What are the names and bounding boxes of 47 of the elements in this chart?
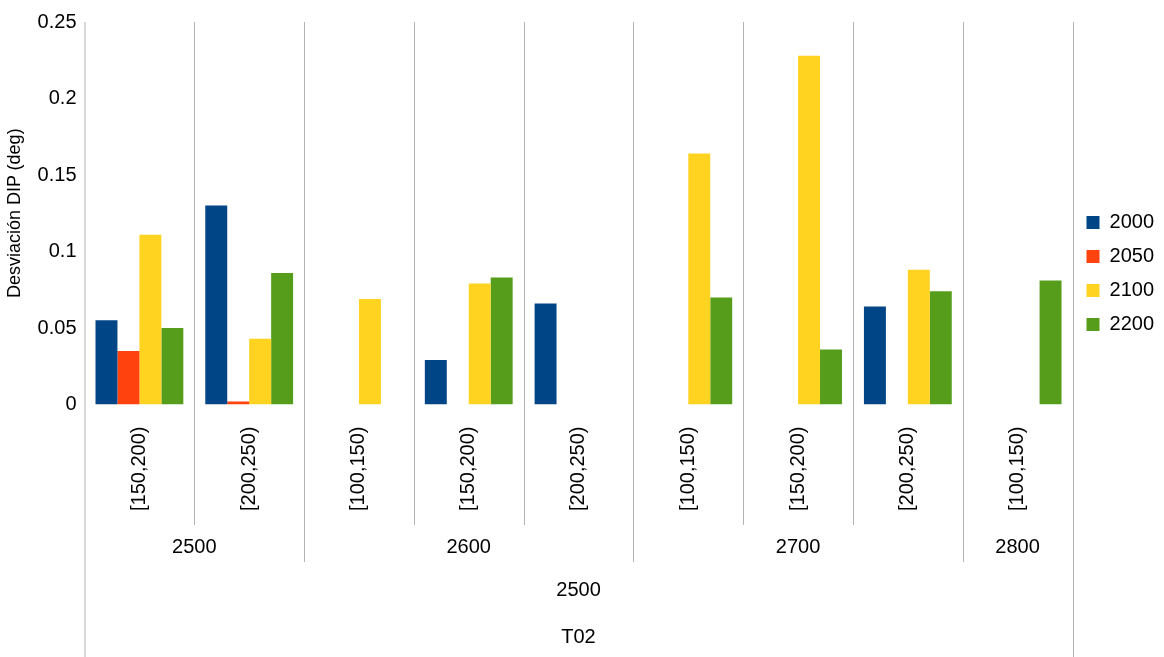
legend-label: 2000	[1109, 210, 1155, 233]
legend-label: 2200	[1109, 312, 1155, 335]
bar	[424, 360, 447, 405]
bar	[534, 303, 557, 405]
y-tick-label: 0.05	[37, 315, 77, 338]
y-tick-label: 0.1	[48, 239, 77, 262]
bar	[227, 401, 250, 405]
bar	[907, 269, 930, 405]
text: 2600	[446, 535, 491, 558]
bar	[205, 205, 228, 405]
bar	[1039, 280, 1062, 405]
x-tick-label: [200,250)	[895, 426, 918, 511]
bar	[271, 272, 294, 405]
bar	[820, 349, 842, 405]
x-tick-label: [100,150)	[346, 426, 369, 511]
x-tick-label: [150,200)	[126, 426, 149, 511]
x-tick-label: [150,200)	[785, 426, 808, 511]
bar	[161, 327, 184, 405]
text: 2800	[995, 535, 1040, 558]
x-tick-label: [150,200)	[456, 426, 479, 511]
bar	[139, 234, 162, 405]
y-tick-label: 0.25	[37, 9, 77, 32]
bar	[249, 338, 272, 405]
text: T02	[561, 625, 596, 648]
x-tick-label: [100,150)	[675, 426, 698, 511]
legend-label: 2050	[1109, 244, 1155, 267]
text: 2500	[556, 577, 601, 600]
bar	[468, 283, 491, 405]
bar	[117, 350, 140, 405]
x-tick-label: [200,250)	[236, 426, 259, 511]
text: 2700	[775, 535, 821, 558]
y-axis-title: Desviación DIP (deg)	[3, 128, 24, 299]
y-tick-label: 0	[65, 392, 77, 414]
bar	[929, 291, 952, 405]
bar	[358, 298, 381, 405]
text: 2500	[172, 535, 217, 558]
y-tick-label: 0.2	[48, 86, 77, 109]
x-tick-label: [200,250)	[566, 426, 589, 511]
bar	[490, 277, 513, 405]
y-tick-label: 0.15	[37, 162, 77, 185]
bar	[710, 297, 733, 405]
bar	[688, 153, 711, 405]
bar	[863, 306, 886, 405]
x-tick-label: [100,150)	[1005, 426, 1028, 511]
bar	[95, 320, 118, 405]
legend-label: 2100	[1109, 278, 1155, 301]
bar	[798, 55, 821, 405]
